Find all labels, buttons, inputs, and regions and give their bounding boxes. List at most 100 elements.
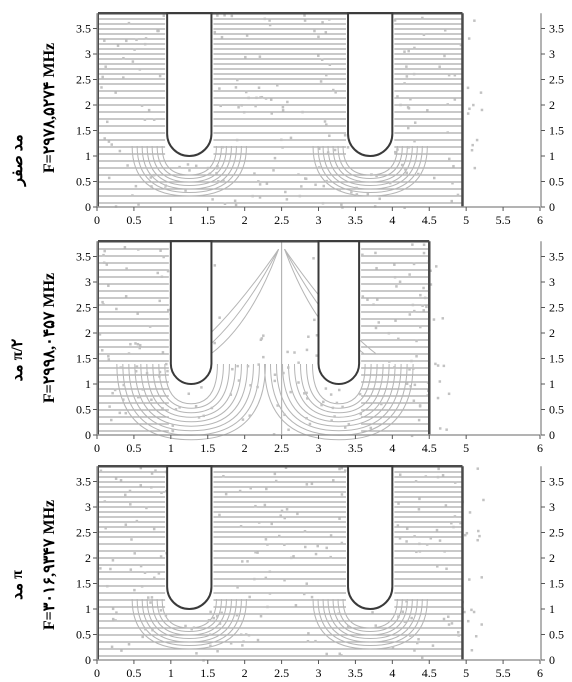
y-tick-label-right: 3.5 xyxy=(549,475,564,489)
field-arrow-marker xyxy=(328,18,331,21)
field-line xyxy=(136,598,242,647)
field-arrow-marker xyxy=(324,387,328,390)
y-tick-label-left: 2.5 xyxy=(76,73,91,87)
y-tick-label-left: 3.5 xyxy=(76,475,91,489)
field-line xyxy=(332,145,408,183)
field-arrow-marker xyxy=(453,73,457,77)
field-arrow-marker xyxy=(410,359,413,363)
field-arrow-marker xyxy=(323,120,327,123)
field-arrow-marker xyxy=(422,251,426,255)
field-arrow-marker xyxy=(443,550,446,553)
field-arrow-marker xyxy=(398,537,402,540)
field-arrow-marker xyxy=(429,537,433,540)
field-arrow-marker xyxy=(134,342,137,345)
field-arrow-marker xyxy=(399,103,402,107)
field-arrow-marker xyxy=(135,519,139,523)
field-arrow-marker xyxy=(215,615,219,618)
field-lines xyxy=(98,241,430,441)
y-tick-label-right: 1.5 xyxy=(549,352,564,366)
field-arrow-marker xyxy=(190,627,193,631)
field-arrow-marker xyxy=(313,318,316,322)
field-arrow-marker xyxy=(446,103,449,106)
field-arrow-marker xyxy=(222,179,225,183)
field-arrow-marker xyxy=(213,341,216,345)
field-arrow-marker xyxy=(369,426,373,430)
field-arrow-marker xyxy=(310,595,314,599)
field-arrow-marker xyxy=(108,405,111,408)
field-arrow-marker xyxy=(366,192,370,196)
field-arrow-marker xyxy=(302,592,306,596)
field-arrow-marker xyxy=(107,284,110,288)
field-arrow-marker xyxy=(127,643,131,646)
field-arrow-marker xyxy=(239,633,243,636)
field-arrow-marker xyxy=(273,373,277,376)
field-arrow-marker xyxy=(470,148,474,152)
field-arrow-marker xyxy=(258,183,262,186)
field-line xyxy=(128,363,254,432)
field-arrow-marker xyxy=(150,486,153,489)
field-arrow-marker xyxy=(127,352,131,355)
field-arrow-marker xyxy=(405,600,408,603)
field-arrow-marker xyxy=(286,100,289,104)
field-line xyxy=(141,145,237,190)
field-arrow-marker xyxy=(355,193,359,196)
field-arrow-marker xyxy=(341,405,344,409)
field-arrow-marker xyxy=(238,489,242,493)
mode-label: مد π/۲ xyxy=(9,338,26,381)
field-arrow-marker xyxy=(186,163,190,166)
field-arrow-marker xyxy=(447,73,451,77)
field-arrow-marker xyxy=(377,321,380,324)
field-arrow-marker xyxy=(429,269,432,273)
field-arrow-marker xyxy=(468,107,471,111)
field-arrow-marker xyxy=(219,104,222,108)
field-arrow-marker xyxy=(459,43,463,47)
field-arrow-marker xyxy=(283,543,286,547)
field-arrow-marker xyxy=(171,429,175,433)
field-arrow-marker xyxy=(222,474,225,478)
field-arrow-marker xyxy=(441,317,445,320)
field-arrow-marker xyxy=(451,181,454,185)
field-arrow-marker xyxy=(131,60,135,63)
field-arrow-marker xyxy=(281,105,285,109)
field-arrow-marker xyxy=(244,55,247,59)
y-tick-label-left: 3 xyxy=(85,500,91,514)
field-arrow-marker xyxy=(325,652,328,656)
field-arrow-marker xyxy=(408,273,411,276)
field-arrow-marker xyxy=(220,35,224,39)
field-arrow-marker xyxy=(467,619,470,623)
x-tick-label: 4 xyxy=(389,441,395,455)
field-arrow-marker xyxy=(423,296,427,300)
field-arrow-marker xyxy=(220,611,223,615)
field-arrow-marker xyxy=(236,364,239,368)
field-arrow-marker xyxy=(145,506,148,510)
field-arrow-marker xyxy=(107,176,111,180)
field-arrow-marker xyxy=(118,149,122,153)
field-arrow-marker xyxy=(127,21,131,25)
field-arrow-marker xyxy=(164,614,168,617)
field-arrow-marker xyxy=(417,172,420,176)
field-arrow-marker xyxy=(413,121,417,124)
field-arrow-marker xyxy=(398,280,402,284)
y-tick-label-left: 1 xyxy=(85,602,91,616)
y-tick-label-left: 0 xyxy=(85,428,91,442)
field-arrow-marker xyxy=(210,406,214,410)
field-arrow-marker xyxy=(435,528,439,532)
field-arrow-marker xyxy=(325,73,328,77)
field-arrow-marker xyxy=(405,540,408,543)
field-arrow-marker xyxy=(164,470,168,474)
field-line xyxy=(116,363,266,441)
field-arrow-marker xyxy=(264,576,268,580)
field-arrow-marker xyxy=(450,199,454,203)
field-arrow-marker xyxy=(456,631,460,634)
field-arrow-marker xyxy=(415,339,418,343)
field-arrow-marker xyxy=(166,308,170,312)
y-tick-label-left: 1.5 xyxy=(76,124,91,138)
field-arrow-marker xyxy=(106,584,109,588)
field-arrow-marker xyxy=(276,404,279,407)
field-arrow-marker xyxy=(103,137,106,140)
field-arrow-marker xyxy=(313,29,316,33)
field-arrow-marker xyxy=(140,585,144,588)
field-arrow-marker xyxy=(111,391,114,395)
x-tick-label: 5 xyxy=(463,213,469,227)
cavity-outline xyxy=(97,464,464,660)
